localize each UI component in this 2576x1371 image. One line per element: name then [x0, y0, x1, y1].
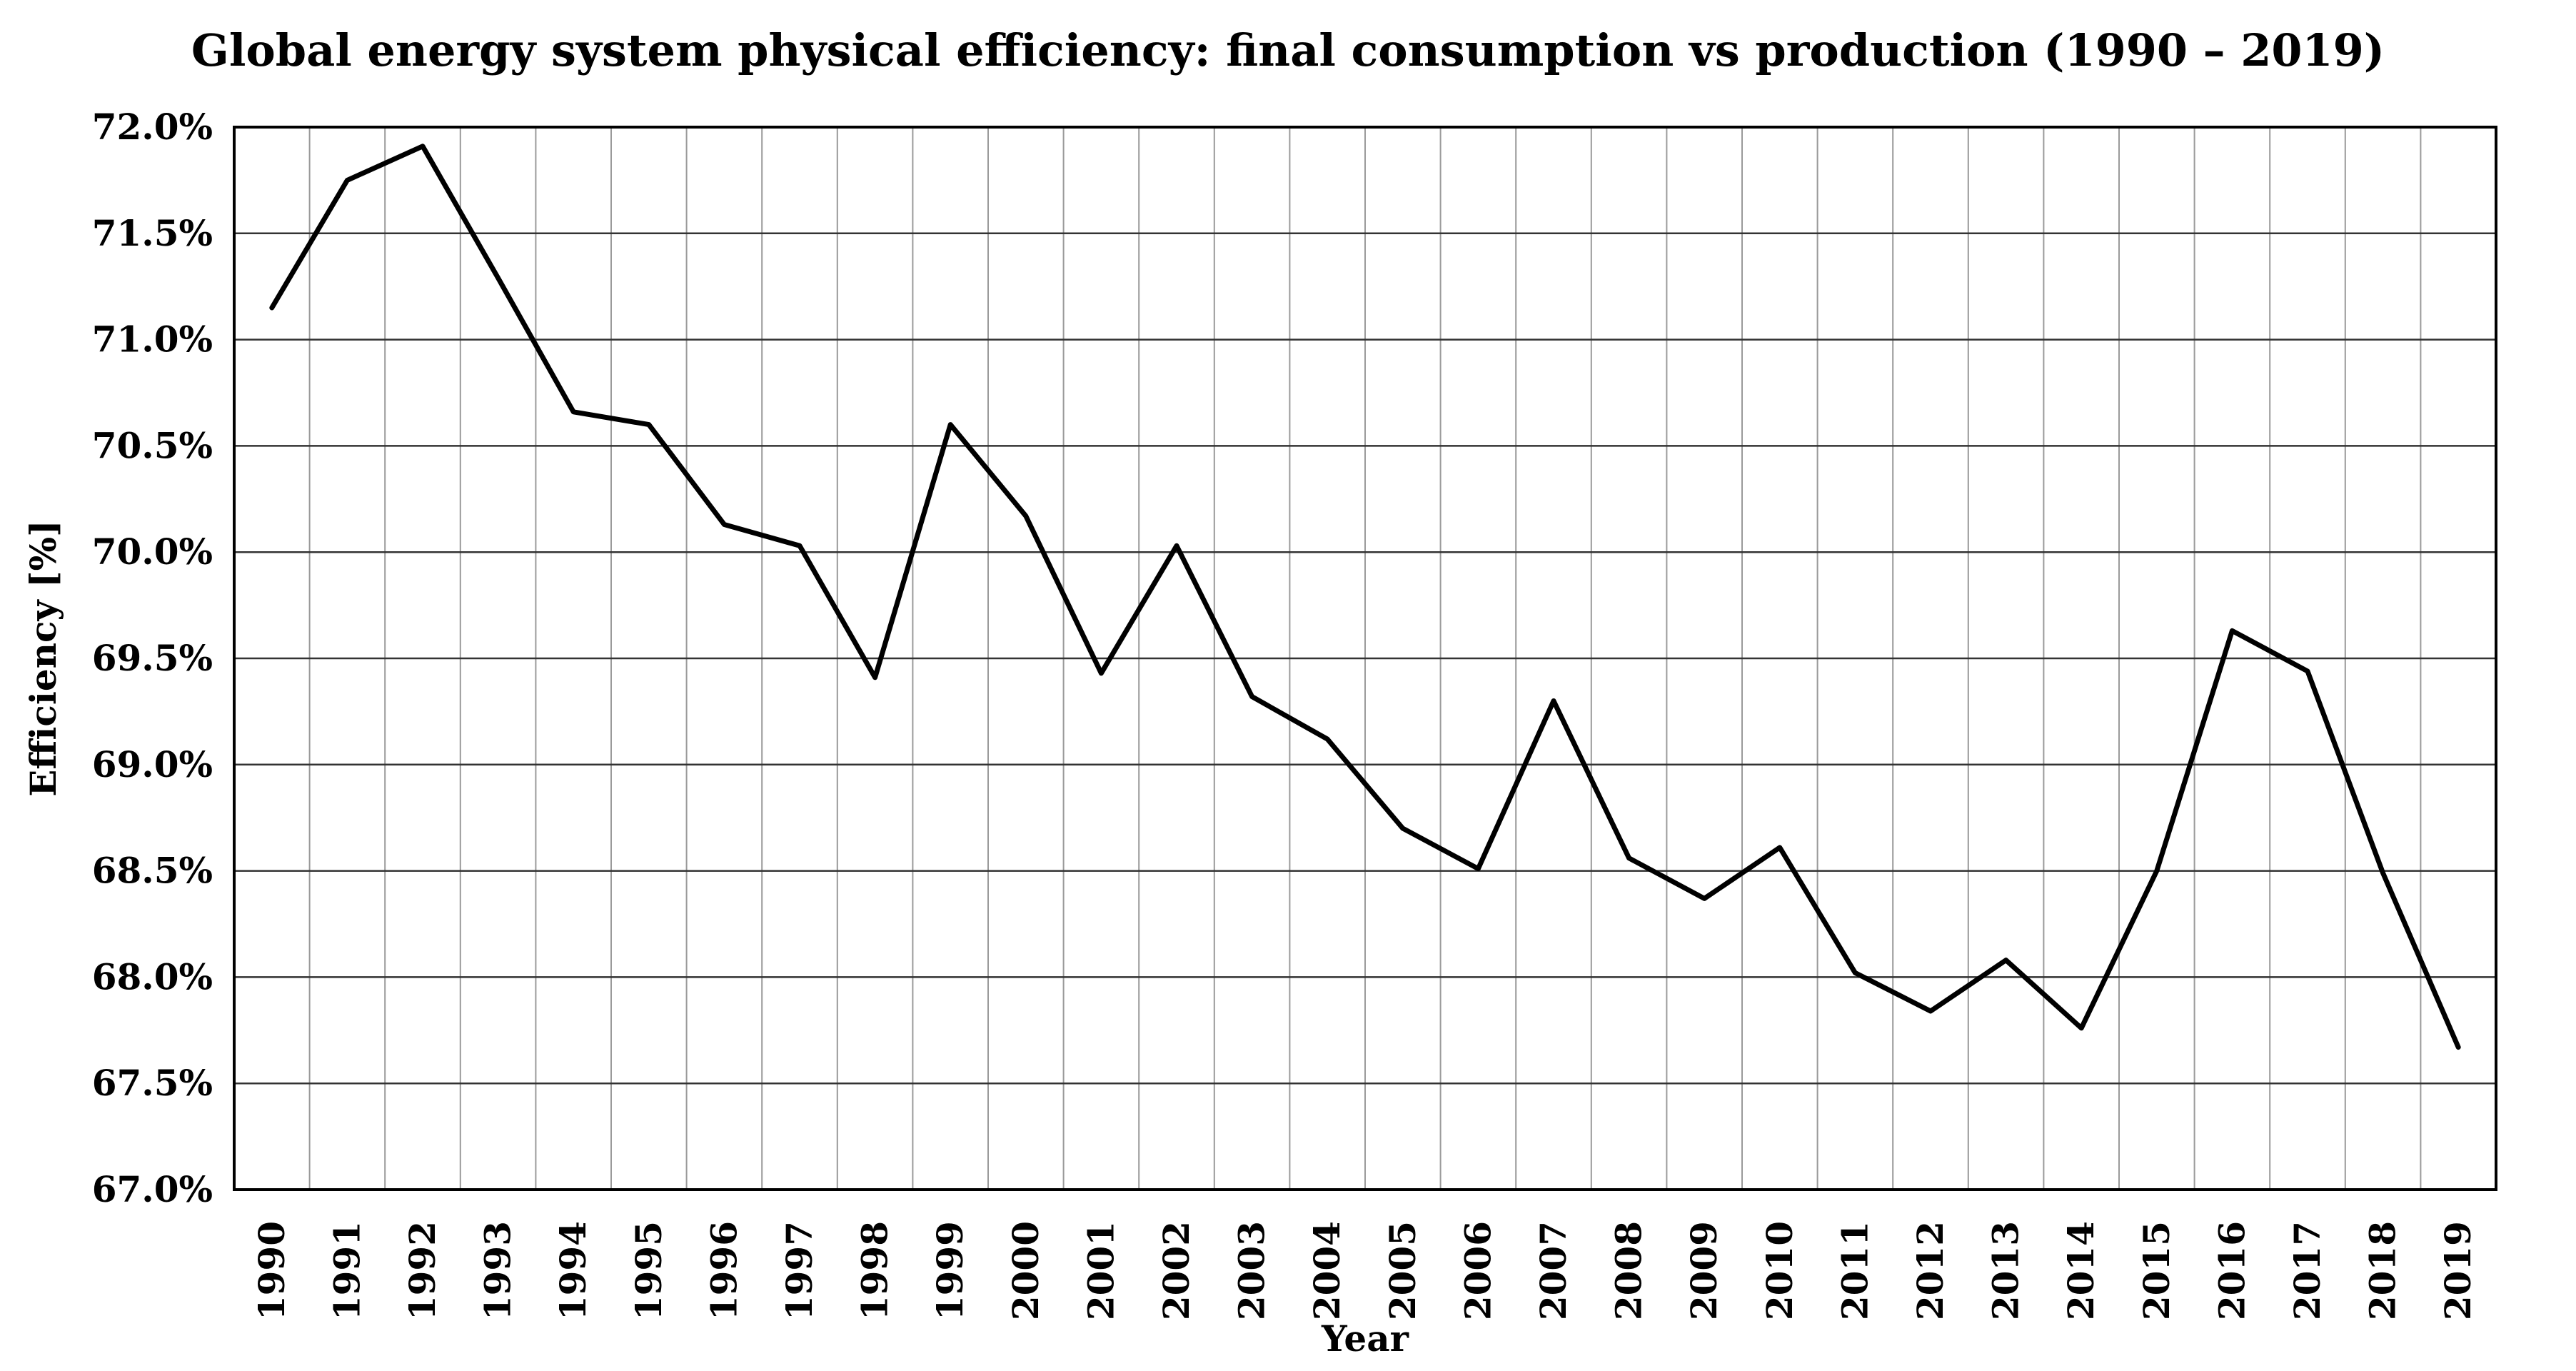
x-tick-label: 2007	[1532, 1221, 1574, 1320]
y-tick-label: 70.0%	[92, 531, 213, 573]
series-line	[269, 144, 2461, 1050]
plot-area-frame	[233, 126, 2497, 1191]
y-tick-label: 69.5%	[92, 637, 213, 679]
y-axis-ticks: 67.0% 67.5% 68.0% 68.5% 69.0% 69.5% 70.0% 70.5%…	[92, 106, 213, 1210]
x-tick-label: 2014	[2060, 1221, 2102, 1320]
x-tick-label: 2010	[1759, 1221, 1801, 1320]
y-tick-label: 71.5%	[92, 212, 213, 254]
x-tick-label: 1995	[628, 1221, 670, 1320]
y-tick-label: 72.0%	[92, 106, 213, 148]
y-tick-label: 67.0%	[92, 1168, 213, 1210]
x-tick-label: 1992	[401, 1221, 443, 1320]
x-tick-label: 2016	[2210, 1221, 2253, 1320]
x-tick-label: 1990	[251, 1221, 293, 1320]
x-tick-label: 1991	[326, 1221, 368, 1320]
x-tick-label: 2002	[1155, 1221, 1197, 1320]
x-tick-label: 2017	[2286, 1221, 2328, 1320]
x-tick-label: 2019	[2437, 1221, 2479, 1320]
y-tick-label: 68.0%	[92, 955, 213, 998]
x-tick-label: 2001	[1080, 1221, 1122, 1320]
y-axis-label: Efficiency [%]	[22, 520, 64, 796]
x-tick-label: 2015	[2135, 1221, 2178, 1320]
x-tick-label: 2000	[1005, 1221, 1047, 1320]
x-tick-label: 1994	[552, 1221, 594, 1320]
y-tick-label: 69.0%	[92, 743, 213, 785]
x-tick-label: 1998	[854, 1221, 896, 1320]
x-tick-label: 2009	[1683, 1221, 1725, 1320]
x-tick-label: 2004	[1306, 1221, 1348, 1320]
x-tick-label: 2003	[1231, 1221, 1273, 1320]
x-tick-label: 2018	[2362, 1221, 2404, 1320]
grid	[234, 127, 2496, 1190]
x-axis-label: Year	[1321, 1317, 1409, 1360]
x-tick-label: 1993	[477, 1221, 519, 1320]
y-tick-label: 71.0%	[92, 318, 213, 361]
y-tick-label: 70.5%	[92, 424, 213, 466]
x-tick-label: 1999	[929, 1221, 971, 1320]
chart-title: Global energy system physical efficiency…	[191, 24, 2385, 76]
y-tick-label: 67.5%	[92, 1062, 213, 1104]
y-tick-label: 68.5%	[92, 850, 213, 892]
x-tick-label: 2012	[1909, 1221, 1951, 1320]
x-tick-label: 2005	[1382, 1221, 1424, 1320]
x-tick-label: 2008	[1608, 1221, 1650, 1320]
x-tick-label: 2013	[1985, 1221, 2027, 1320]
x-axis-ticks: 1990 1991 1992 1993 1994 1995 1996 1997 1998 1999…	[251, 1221, 2479, 1320]
x-tick-label: 2006	[1456, 1221, 1499, 1320]
x-tick-label: 1996	[703, 1221, 745, 1320]
x-tick-label: 1997	[778, 1221, 820, 1320]
x-tick-label: 2011	[1833, 1221, 1876, 1320]
